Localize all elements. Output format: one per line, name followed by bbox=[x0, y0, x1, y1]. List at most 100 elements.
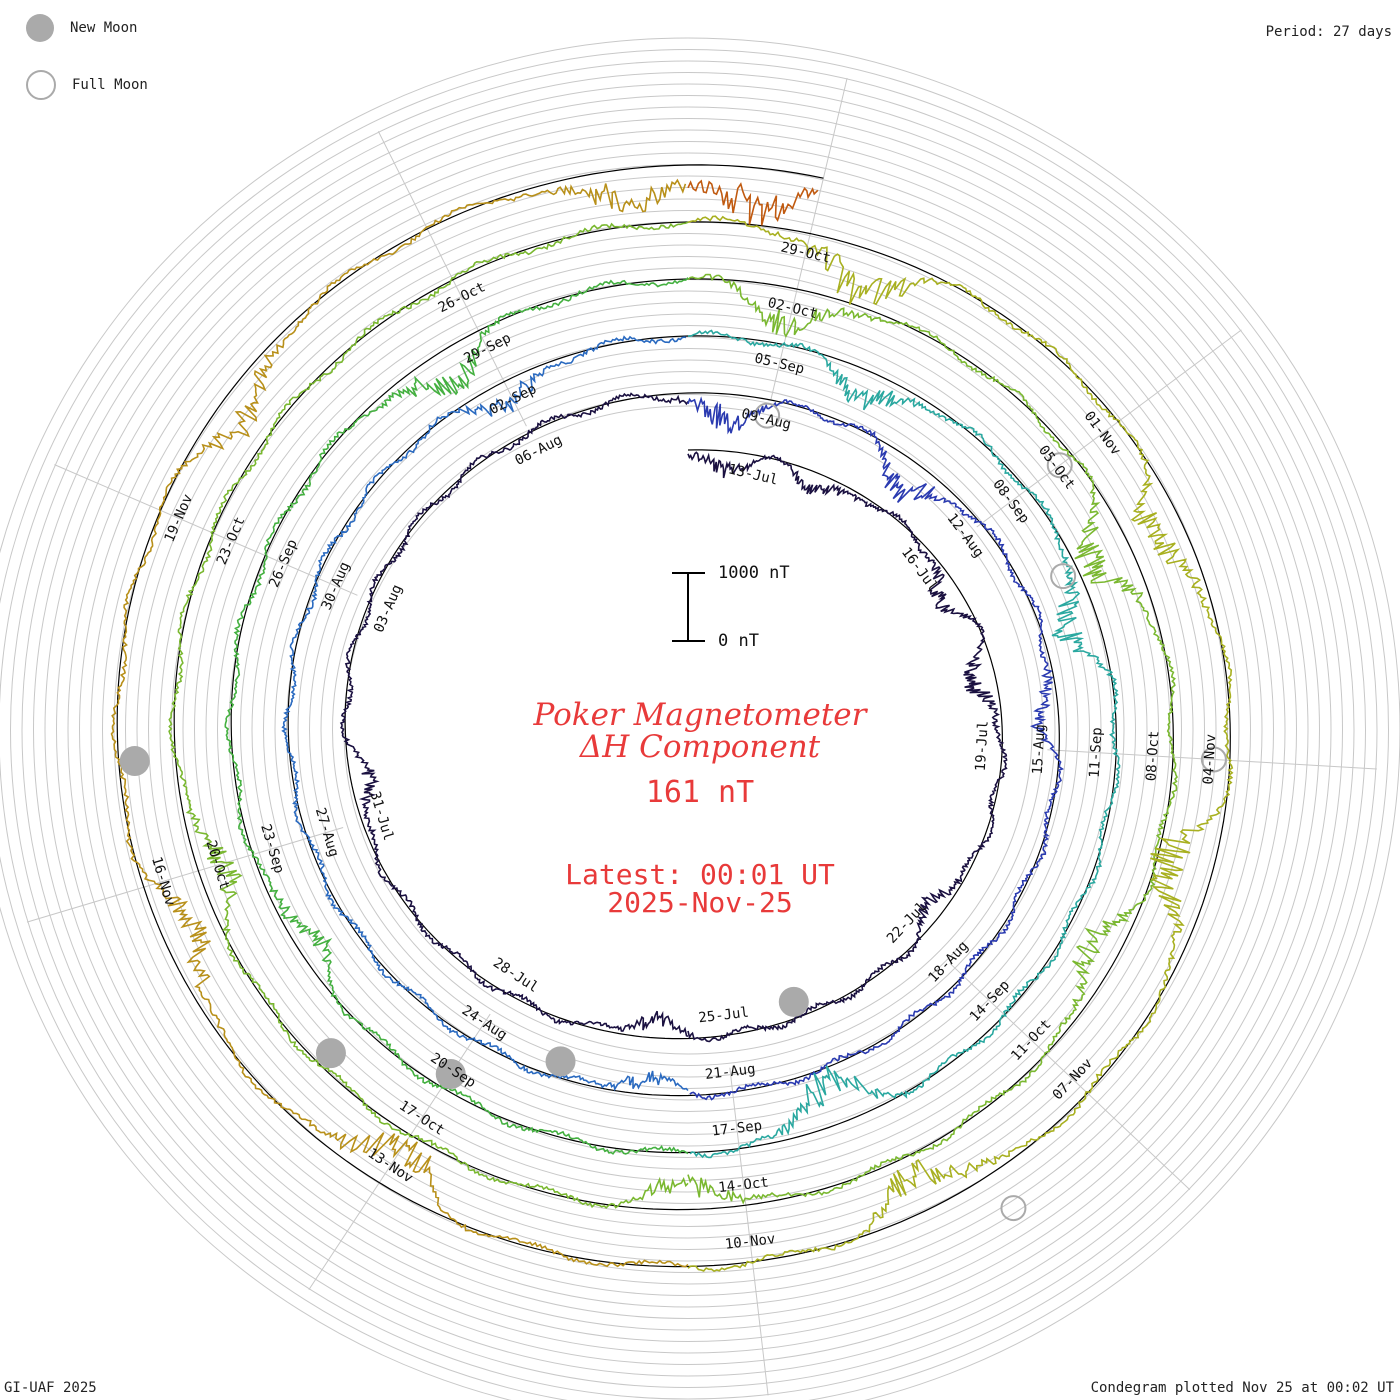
spoke-line bbox=[729, 1067, 769, 1396]
new-moon-marker bbox=[315, 1038, 346, 1069]
grid-ring bbox=[113, 175, 1263, 1285]
credit-label: GI-UAF 2025 bbox=[4, 1380, 97, 1396]
grid-ring bbox=[148, 210, 1228, 1250]
full-moon-marker bbox=[1050, 563, 1077, 590]
plotted-label: Condegram plotted Nov 25 at 00:02 UT bbox=[1090, 1380, 1394, 1396]
date-label: 17-Sep bbox=[711, 1118, 763, 1140]
date-label: 03-Aug bbox=[371, 582, 406, 635]
date-label: 13-Jul bbox=[727, 461, 780, 488]
date-label: 19-Nov bbox=[162, 492, 197, 545]
date-label: 11-Oct bbox=[1008, 1016, 1054, 1064]
full-moon-marker bbox=[1000, 1195, 1027, 1222]
legend-new-moon: New Moon bbox=[26, 14, 137, 42]
grid-ring bbox=[10, 72, 1366, 1388]
grid-ring bbox=[251, 313, 1125, 1147]
trace-segment bbox=[110, 178, 689, 1268]
spoke-line bbox=[1047, 749, 1377, 770]
spoke-line bbox=[976, 329, 1242, 528]
grid-ring bbox=[320, 382, 1056, 1078]
scale-top-label: 1000 nT bbox=[718, 563, 790, 583]
grid-ring bbox=[194, 256, 1182, 1204]
new-moon-marker bbox=[545, 1046, 576, 1077]
grid-ring bbox=[44, 106, 1332, 1354]
trace-segment bbox=[687, 273, 1178, 1205]
trace-segment bbox=[168, 221, 689, 1209]
scale-bottom-label: 0 nT bbox=[718, 631, 759, 651]
chart-title: Poker Magnetometer bbox=[533, 697, 867, 733]
grid-ring bbox=[79, 141, 1297, 1319]
grid-ring bbox=[240, 302, 1136, 1158]
grid-ring bbox=[67, 129, 1309, 1331]
date-label: 17-Oct bbox=[396, 1098, 447, 1139]
grid-ring bbox=[286, 348, 1090, 1112]
trace-segment bbox=[687, 329, 1121, 1159]
trace-segment bbox=[339, 392, 689, 1037]
current-value: 161 nT bbox=[645, 775, 755, 810]
trace-segment bbox=[281, 335, 689, 1092]
trace-segment bbox=[687, 396, 1065, 1101]
date-label: 14-Oct bbox=[717, 1174, 769, 1196]
grid-ring bbox=[274, 336, 1102, 1124]
new-moon-marker bbox=[435, 1059, 466, 1090]
grid-ring bbox=[205, 267, 1171, 1193]
spoke-line bbox=[770, 77, 848, 400]
spoke-line bbox=[26, 827, 344, 923]
grid-ring bbox=[0, 37, 1400, 1400]
magnetometer-trace bbox=[110, 178, 1234, 1273]
full-moon-marker bbox=[1046, 452, 1073, 479]
new-moon-marker bbox=[119, 746, 150, 777]
period-label: Period: 27 days bbox=[1265, 24, 1392, 40]
latest-time: Latest: 00:01 UT bbox=[565, 858, 835, 891]
spoke-line bbox=[308, 1013, 491, 1291]
grid-ring bbox=[90, 152, 1286, 1308]
grid-ring bbox=[0, 49, 1389, 1400]
baseline-spiral bbox=[116, 164, 1231, 1268]
full-moon-marker bbox=[754, 402, 781, 429]
date-label: 19-Jul bbox=[973, 720, 992, 771]
date-label: 18-Aug bbox=[925, 938, 971, 986]
grid-ring bbox=[56, 118, 1320, 1342]
trace-segment bbox=[687, 451, 1008, 1043]
date-label: 31-Jul bbox=[366, 790, 396, 843]
date-label: 10-Nov bbox=[724, 1231, 776, 1253]
scale-bar bbox=[672, 572, 705, 642]
chart-subtitle: ΔH Component bbox=[579, 729, 821, 765]
grid-ring bbox=[171, 233, 1205, 1227]
full-moon-marker bbox=[1200, 746, 1227, 773]
trace-segment bbox=[687, 179, 819, 226]
grid-ring bbox=[228, 290, 1148, 1170]
grid-ring bbox=[21, 83, 1355, 1377]
grid-ring bbox=[182, 244, 1194, 1216]
legend-new-moon-label: New Moon bbox=[70, 20, 138, 36]
grid-layer bbox=[0, 37, 1400, 1400]
trace-segment bbox=[687, 215, 1234, 1273]
new-moon-symbol bbox=[26, 14, 54, 42]
date-label: 09-Aug bbox=[740, 406, 793, 433]
date-label: 30-Aug bbox=[319, 560, 354, 613]
spoke-line bbox=[54, 464, 358, 596]
trace-segment bbox=[224, 277, 689, 1155]
grid-ring bbox=[0, 60, 1378, 1400]
date-label: 25-Jul bbox=[698, 1005, 750, 1027]
grid-ring bbox=[33, 95, 1343, 1365]
grid-ring bbox=[297, 359, 1079, 1101]
date-label: 15-Aug bbox=[1030, 724, 1049, 775]
full-moon-symbol bbox=[26, 70, 56, 100]
date-label: 12-Aug bbox=[944, 511, 987, 561]
spoke-line bbox=[949, 962, 1191, 1191]
legend-full-moon-label: Full Moon bbox=[72, 77, 148, 93]
date-label: 07-Nov bbox=[1050, 1056, 1096, 1104]
moon-phase-markers bbox=[119, 402, 1227, 1222]
latest-date: 2025-Nov-25 bbox=[607, 886, 793, 919]
date-label: 05-Sep bbox=[753, 350, 806, 377]
new-moon-marker bbox=[778, 986, 809, 1017]
date-label: 14-Sep bbox=[967, 977, 1013, 1025]
date-label: 04-Nov bbox=[1200, 734, 1219, 785]
grid-ring bbox=[309, 371, 1067, 1089]
grid-ring bbox=[136, 198, 1240, 1262]
legend-full-moon: Full Moon bbox=[26, 70, 148, 100]
baseline-spirals bbox=[116, 164, 1231, 1268]
date-label: 11-Sep bbox=[1087, 727, 1106, 778]
date-label: 21-Aug bbox=[704, 1061, 756, 1083]
